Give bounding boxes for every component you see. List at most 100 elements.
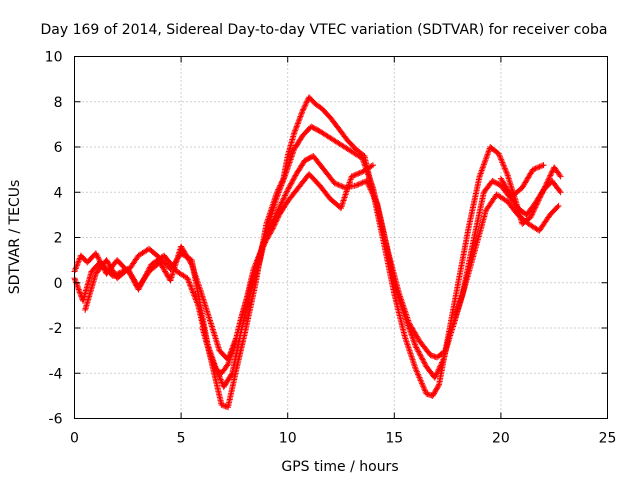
data-point bbox=[294, 121, 301, 128]
data-point bbox=[439, 358, 446, 365]
data-point bbox=[268, 227, 275, 234]
grid-lines bbox=[74, 56, 608, 419]
data-point bbox=[481, 160, 488, 167]
data-point bbox=[548, 171, 555, 178]
data-point bbox=[271, 222, 278, 229]
data-point bbox=[290, 149, 297, 156]
data-point bbox=[540, 162, 547, 169]
data-point bbox=[267, 229, 274, 236]
data-point bbox=[279, 179, 286, 186]
data-point bbox=[193, 298, 200, 305]
data-point bbox=[295, 117, 302, 124]
data-point bbox=[291, 129, 298, 136]
data-point bbox=[288, 179, 295, 186]
data-point bbox=[298, 112, 305, 119]
data-point bbox=[370, 193, 377, 200]
data-point bbox=[480, 163, 487, 170]
x-tick-label: 15 bbox=[385, 431, 403, 447]
data-point bbox=[415, 348, 422, 355]
data-point bbox=[476, 173, 483, 180]
data-point bbox=[556, 187, 563, 194]
data-point bbox=[434, 369, 441, 376]
series-track-c bbox=[82, 153, 562, 363]
data-point bbox=[409, 335, 416, 342]
data-point bbox=[294, 120, 301, 127]
data-point bbox=[496, 152, 503, 159]
data-point bbox=[372, 196, 379, 203]
data-point bbox=[366, 175, 373, 182]
data-point bbox=[529, 166, 536, 173]
data-point bbox=[408, 331, 415, 338]
data-point bbox=[265, 232, 272, 239]
data-point bbox=[298, 110, 305, 117]
data-point bbox=[266, 230, 273, 237]
data-point bbox=[406, 347, 413, 354]
data-point bbox=[76, 256, 83, 263]
data-point bbox=[409, 334, 416, 341]
data-point bbox=[260, 243, 267, 250]
data-point bbox=[477, 170, 484, 177]
data-point bbox=[355, 170, 362, 177]
data-point bbox=[438, 360, 445, 367]
data-point bbox=[256, 251, 263, 258]
data-point bbox=[275, 189, 282, 196]
data-point bbox=[531, 166, 538, 173]
data-point bbox=[251, 264, 258, 271]
data-point bbox=[533, 164, 540, 171]
data-point bbox=[293, 123, 300, 130]
data-point bbox=[76, 289, 83, 296]
data-point bbox=[405, 343, 412, 350]
data-point bbox=[361, 161, 368, 168]
data-point bbox=[371, 194, 378, 201]
data-point bbox=[360, 159, 367, 166]
data-point bbox=[187, 282, 194, 289]
data-point bbox=[271, 221, 278, 228]
data-point bbox=[258, 247, 265, 254]
data-point bbox=[304, 98, 311, 105]
axis-ticks bbox=[74, 56, 608, 419]
chart-title: Day 169 of 2014, Sidereal Day-to-day VTE… bbox=[41, 22, 608, 38]
data-point bbox=[300, 106, 307, 113]
data-point bbox=[260, 242, 267, 249]
data-point bbox=[282, 192, 289, 199]
data-point bbox=[484, 152, 491, 159]
data-point bbox=[420, 358, 427, 365]
data-point bbox=[407, 350, 414, 357]
data-point bbox=[92, 250, 99, 257]
data-point bbox=[373, 199, 380, 206]
data-point bbox=[257, 248, 264, 255]
data-point bbox=[288, 153, 295, 160]
data-point bbox=[405, 344, 412, 351]
data-point bbox=[255, 253, 262, 260]
data-point bbox=[367, 177, 374, 184]
data-point bbox=[272, 220, 279, 227]
data-point bbox=[272, 218, 279, 225]
data-point bbox=[185, 278, 192, 285]
data-point bbox=[299, 109, 306, 116]
data-point bbox=[369, 162, 376, 169]
data-point bbox=[336, 182, 343, 189]
data-point bbox=[421, 359, 428, 366]
data-point bbox=[420, 384, 427, 391]
data-point bbox=[529, 209, 536, 216]
data-point bbox=[288, 155, 295, 162]
data-point bbox=[409, 356, 416, 363]
data-point bbox=[416, 374, 423, 381]
data-point bbox=[421, 360, 428, 367]
data-point bbox=[419, 356, 426, 363]
data-point bbox=[94, 253, 101, 260]
data-point bbox=[216, 373, 223, 380]
y-tick-label: 8 bbox=[54, 95, 63, 111]
data-point bbox=[190, 290, 197, 297]
data-point bbox=[355, 181, 362, 188]
data-point bbox=[435, 366, 442, 373]
data-point bbox=[75, 285, 82, 292]
data-point bbox=[187, 283, 194, 290]
data-point bbox=[295, 119, 302, 126]
data-point bbox=[252, 261, 259, 268]
data-point bbox=[537, 163, 544, 170]
data-point bbox=[364, 180, 371, 187]
x-tick-labels: 0 5 10 15 20 25 bbox=[70, 431, 616, 447]
data-point bbox=[274, 214, 281, 221]
data-point bbox=[482, 155, 489, 162]
